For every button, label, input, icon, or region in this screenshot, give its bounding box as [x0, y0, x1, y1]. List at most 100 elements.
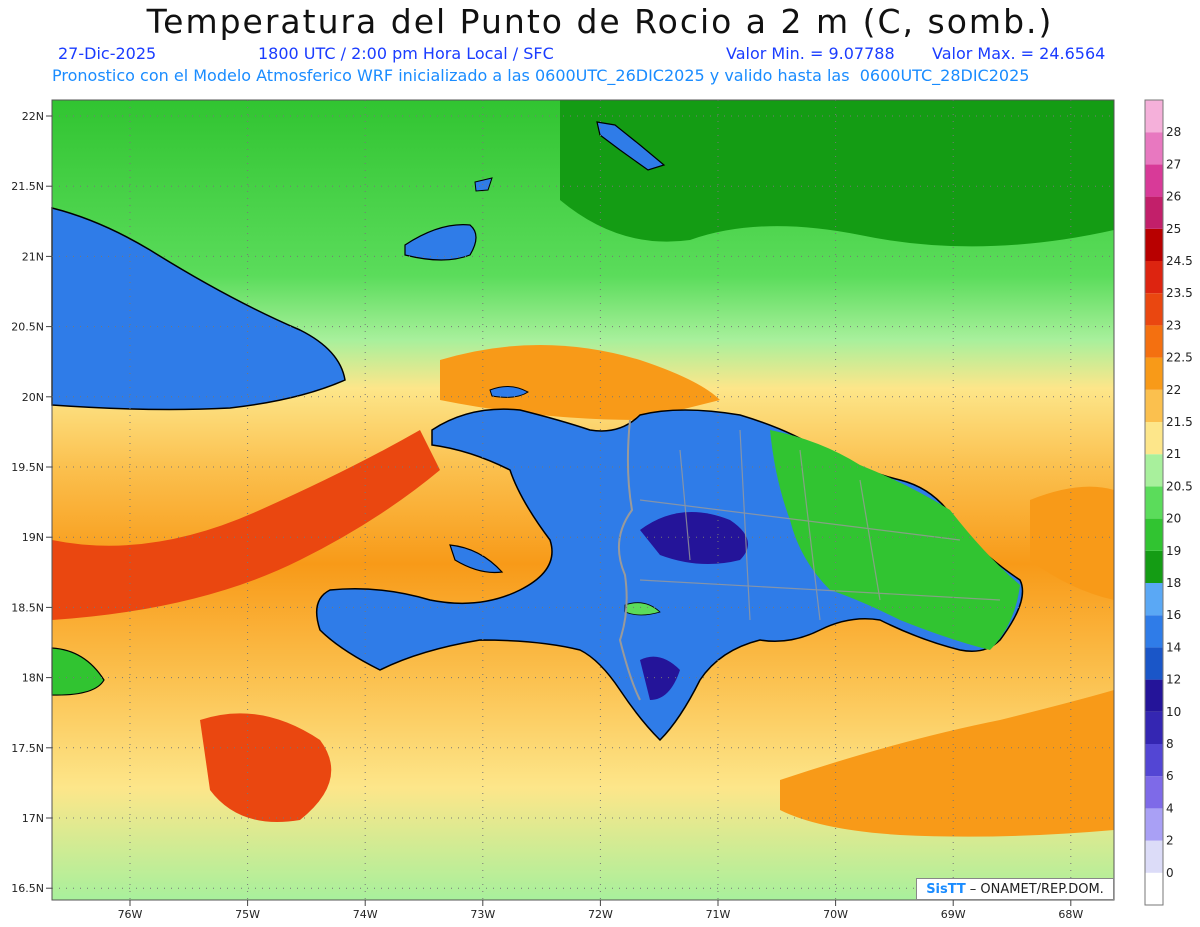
orange-ocean-se: [1030, 486, 1114, 600]
dr-east-green: [770, 430, 1020, 650]
province-lines: [639, 429, 1001, 621]
lon-label: 76W: [118, 908, 143, 921]
colorbar-swatch: [1145, 325, 1163, 358]
credit-box: SisTT – ONAMET/REP.DOM.: [916, 878, 1114, 900]
lat-label: 17N: [22, 812, 44, 825]
colorbar-swatch: [1145, 550, 1163, 583]
colorbar-label: 12: [1166, 673, 1181, 687]
colorbar-swatch: [1145, 615, 1163, 648]
colorbar-swatch: [1145, 422, 1163, 455]
lon-label: 69W: [941, 908, 966, 921]
colorbar-swatch: [1145, 293, 1163, 326]
southern-mountains-dark: [640, 656, 680, 700]
colorbar-swatch: [1145, 228, 1163, 261]
colorbar-label: 21.5: [1166, 415, 1193, 429]
colorbar-frame: [1144, 99, 1164, 906]
colorbar-swatch: [1145, 261, 1163, 294]
colorbar-swatch: [1145, 486, 1163, 519]
colorbar-swatch: [1145, 518, 1163, 551]
colorbar-label: 21: [1166, 447, 1181, 461]
colorbar-swatch: [1145, 679, 1163, 712]
jamaica-island: [51, 647, 105, 696]
colorbar-label: 22.5: [1166, 351, 1193, 365]
colorbar-swatch: [1145, 776, 1163, 809]
forecast-date: 27-Dic-2025: [58, 44, 157, 63]
haiti-dr-border: [617, 419, 641, 701]
red-ocean-south: [200, 713, 332, 822]
lat-label: 19.5N: [11, 461, 44, 474]
graticule: [52, 100, 1114, 900]
colorbar: 0 2 4 6 8 10 12 14 16 18 19 20 20.5 21 21.5 22 22.5 23 23.…: [1144, 99, 1193, 906]
colorbar-label: 27: [1166, 157, 1181, 171]
colorbar-label: 26: [1166, 190, 1181, 204]
colorbar-swatch: [1145, 100, 1163, 133]
credit-brand: SisTT: [926, 881, 966, 897]
colorbar-label: 24.5: [1166, 254, 1193, 268]
min-value: Valor Min. = 9.07788: [726, 44, 895, 63]
colorbar-label: 22: [1166, 383, 1181, 397]
lon-label: 74W: [353, 908, 378, 921]
lon-label: 71W: [706, 908, 731, 921]
credit-text: – ONAMET/REP.DOM.: [969, 881, 1104, 897]
lat-label: 16.5N: [11, 882, 44, 895]
lat-label: 20.5N: [11, 321, 44, 334]
lon-label: 72W: [588, 908, 613, 921]
north-green-field: [560, 100, 1114, 247]
colorbar-swatch: [1145, 744, 1163, 777]
colorbar-swatch: [1145, 872, 1163, 905]
colorbar-label: 6: [1166, 769, 1174, 783]
colorbar-label: 28: [1166, 125, 1181, 139]
lat-label: 17.5N: [11, 742, 44, 755]
lon-label: 73W: [470, 908, 495, 921]
colorbar-label: 20: [1166, 512, 1181, 526]
colorbar-swatch: [1145, 164, 1163, 197]
map-frame: [51, 99, 1115, 901]
colorbar-swatch: [1145, 583, 1163, 616]
colorbar-label: 8: [1166, 737, 1174, 751]
lat-label: 21.5N: [11, 180, 44, 193]
colorbar-label: 23: [1166, 318, 1181, 332]
lat-label: 22N: [22, 110, 44, 123]
lat-label: 19N: [22, 531, 44, 544]
colorbar-label: 20.5: [1166, 479, 1193, 493]
colorbar-label: 16: [1166, 608, 1181, 622]
colorbar-swatch: [1145, 196, 1163, 229]
gonave-island: [449, 544, 504, 574]
lat-label: 18.5N: [11, 601, 44, 614]
bahamas-small-island: [596, 121, 666, 171]
colorbar-label: 23.5: [1166, 286, 1193, 300]
model-info: Pronostico con el Modelo Atmosferico WRF…: [52, 66, 1030, 85]
lake-enriquillo: [624, 602, 661, 616]
colorbar-label: 14: [1166, 640, 1181, 654]
cuba-island: [51, 207, 346, 411]
central-cordillera-dark: [640, 512, 748, 564]
orange-ocean-north: [440, 345, 720, 420]
colorbar-label: 10: [1166, 705, 1181, 719]
colorbar-swatch: [1145, 711, 1163, 744]
colorbar-swatch: [1145, 357, 1163, 390]
lat-label: 21N: [22, 250, 44, 263]
latitude-labels: 22N 21.5N 21N 20.5N 20N 19.5N 19N 18.5N 18N 17.5N…: [11, 110, 52, 895]
longitude-labels: 76W 75W 74W 73W 72W 71W 70W 69W 68W: [118, 900, 1083, 921]
colorbar-label: 25: [1166, 222, 1181, 236]
colorbar-label: 0: [1166, 866, 1174, 880]
colorbar-label: 18: [1166, 576, 1181, 590]
max-value: Valor Max. = 24.6564: [932, 44, 1106, 63]
colorbar-swatch: [1145, 808, 1163, 841]
lon-label: 70W: [823, 908, 848, 921]
lat-label: 18N: [22, 672, 44, 685]
red-ocean-band: [52, 430, 440, 620]
lat-label: 20N: [22, 391, 44, 404]
colorbar-swatch: [1145, 132, 1163, 165]
bahamas-islet: [474, 177, 493, 192]
lon-label: 68W: [1058, 908, 1083, 921]
orange-ocean-east: [780, 690, 1114, 837]
colorbar-label: 2: [1166, 834, 1174, 848]
lon-label: 75W: [235, 908, 260, 921]
colorbar-swatch: [1145, 389, 1163, 422]
colorbar-swatch: [1145, 454, 1163, 487]
colorbar-label: 19: [1166, 544, 1181, 558]
forecast-time: 1800 UTC / 2:00 pm Hora Local / SFC: [258, 44, 554, 63]
colorbar-swatch: [1145, 647, 1163, 680]
